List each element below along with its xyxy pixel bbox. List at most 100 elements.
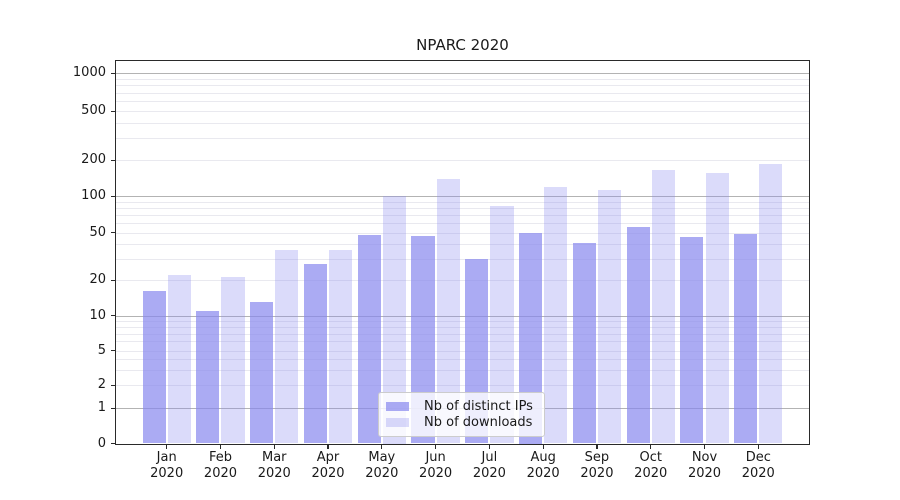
y-gridline-minor [116,214,809,216]
legend: Nb of distinct IPs Nb of downloads [378,392,545,437]
y-gridline-minor [116,122,809,124]
y-gridline-minor [116,138,809,140]
y-tick-label: 2 [97,377,106,392]
x-tick [273,444,275,449]
bar-downloads-jan [167,275,191,444]
y-tick-label: 200 [81,152,106,167]
bar-downloads-mar [275,249,299,444]
y-gridline-minor [116,101,809,102]
y-tick-label: 500 [81,103,106,118]
y-gridline-minor [116,369,809,371]
x-tick [650,444,652,449]
bar-distinct-ips-jun [411,235,435,444]
bar-downloads-aug [544,186,568,444]
bar-downloads-sep [597,190,622,444]
y-gridline-minor [116,320,809,322]
x-tick-label: Jun 2020 [419,450,453,481]
legend-entry-distinct-ips: Nb of distinct IPs [386,398,536,415]
x-tick [219,444,222,449]
x-tick [488,444,490,449]
y-tick [110,407,115,409]
y-tick-label: 50 [89,224,106,240]
y-gridline-minor [116,244,809,246]
x-tick [381,444,383,449]
y-tick [110,315,115,317]
y-gridline-minor [116,78,809,80]
x-tick-label: Apr 2020 [311,450,345,481]
bar-distinct-ips-nov [680,236,704,444]
y-gridline [116,111,809,112]
x-tick-label: Oct 2020 [634,450,668,481]
x-tick-label: Feb 2020 [203,450,238,481]
y-gridline-major [116,73,809,74]
x-tick [542,444,544,449]
y-gridline-minor [116,341,809,343]
x-tick [327,444,329,449]
legend-swatch-distinct-ips [386,401,409,411]
y-gridline-minor [116,201,809,203]
y-gridline-minor [116,333,809,335]
bar-distinct-ips-dec [734,233,758,444]
y-tick [110,443,115,445]
bar-distinct-ips-may [357,234,381,444]
bar-downloads-nov [705,173,729,444]
y-tick [110,279,115,281]
y-gridline [116,280,809,281]
bar-downloads-may [382,196,406,444]
x-tick [703,444,706,449]
y-tick [110,384,115,386]
x-tick-label: May 2020 [365,450,399,481]
y-gridline [116,160,809,161]
x-tick-label: Jan 2020 [150,450,184,481]
bar-downloads-jul [490,206,514,444]
y-gridline-major [116,196,809,197]
x-tick-label: Mar 2020 [257,450,291,481]
x-tick-label: Jul 2020 [472,450,506,481]
y-gridline [116,385,809,386]
y-tick [110,72,115,74]
x-tick-label: Dec 2020 [741,450,775,481]
x-tick-label: Aug 2020 [526,450,560,481]
y-tick-label: 5 [97,342,106,358]
legend-swatch-downloads [386,418,409,428]
bar-distinct-ips-apr [303,264,328,444]
x-tick [757,444,759,449]
y-gridline-minor [116,85,809,87]
legend-entry-downloads: Nb of downloads [386,415,536,432]
y-tick-label: 10 [89,307,106,323]
x-tick [596,444,598,449]
y-tick-label: 0 [97,435,106,451]
bar-downloads-feb [221,277,245,444]
bar-distinct-ips-jan [142,291,166,444]
y-gridline-minor [116,222,809,224]
bar-downloads-dec [759,164,783,444]
y-tick [110,195,115,197]
bar-downloads-apr [329,249,353,444]
y-tick-label: 1 [97,400,106,416]
y-tick [110,232,115,234]
x-tick [166,444,168,449]
bar-distinct-ips-sep [572,242,596,444]
y-gridline-minor [116,358,809,360]
bar-downloads-jun [436,178,460,444]
bar-distinct-ips-feb [196,310,220,444]
legend-label-distinct-ips: Nb of distinct IPs [424,398,533,414]
chart-title: NPARC 2020 [416,36,509,54]
y-gridline [116,232,809,234]
y-gridline-minor [116,326,809,328]
bar-downloads-oct [651,169,675,444]
bar-distinct-ips-mar [250,302,274,444]
x-tick-label: Nov 2020 [687,450,722,481]
bar-distinct-ips-oct [626,226,650,444]
bar-distinct-ips-aug [518,232,543,444]
y-tick [110,110,115,112]
y-tick [110,159,115,161]
y-gridline-major [116,315,809,317]
y-tick-label: 1000 [72,65,106,80]
y-tick-label: 100 [81,188,106,203]
y-gridline-minor [116,258,809,260]
y-gridline [116,350,809,352]
x-tick [435,444,437,449]
y-tick [110,350,115,352]
